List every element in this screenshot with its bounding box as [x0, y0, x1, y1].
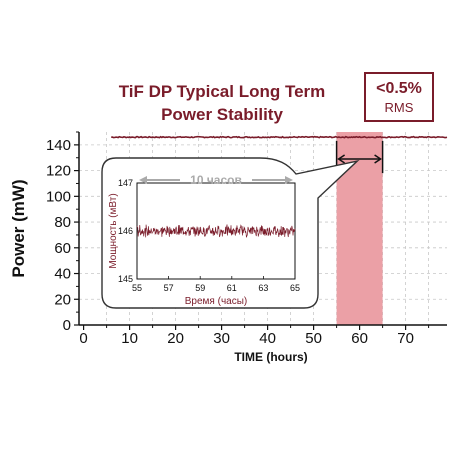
rms-badge-unit: RMS	[385, 100, 414, 115]
chart-title-line-2: Power Stability	[161, 105, 283, 124]
y-tick-label: 40	[54, 266, 71, 283]
x-tick-label: 40	[259, 330, 276, 347]
inset-x-tick-label: 55	[132, 283, 142, 293]
chart-title-line-1: TiF DP Typical Long Term	[119, 82, 326, 101]
inset-series-line	[136, 224, 296, 238]
inset-span-arrowhead-right	[285, 176, 293, 184]
x-tick-label: 70	[397, 330, 414, 347]
inset-span-label: 10 часов	[190, 173, 242, 187]
x-tick-label: 50	[305, 330, 322, 347]
inset-span-arrow	[139, 176, 293, 184]
x-axis-label: TIME (hours)	[234, 350, 307, 364]
inset-span-arrowhead-left	[139, 176, 147, 184]
main-power-series	[111, 135, 448, 139]
bracket-arrow-left	[337, 154, 346, 164]
y-tick-label: 140	[46, 137, 71, 154]
inset-x-tick-label: 57	[164, 283, 174, 293]
inset-x-tick-label: 59	[195, 283, 205, 293]
inset-tick-labels: 55 57 59 61 63 65 145 146 147	[118, 178, 300, 293]
inset-x-tick-label: 63	[258, 283, 268, 293]
main-tick-labels: 0 10 20 30 40 50 60 70 0 20 40 60 80 100 120 140	[46, 137, 414, 347]
rms-badge-value: <0.5%	[376, 80, 422, 97]
inset-x-tick-label: 65	[290, 283, 300, 293]
y-tick-label: 80	[54, 214, 71, 231]
inset-y-tick-label: 146	[118, 226, 133, 236]
x-tick-label: 0	[79, 330, 87, 347]
main-series-line	[111, 135, 448, 139]
y-tick-label: 60	[54, 240, 71, 257]
inset-x-axis-label: Время (часы)	[185, 296, 247, 307]
inset-y-tick-label: 147	[118, 178, 133, 188]
rms-badge	[364, 72, 434, 122]
x-tick-label: 20	[167, 330, 184, 347]
y-tick-label: 20	[54, 291, 71, 308]
y-tick-label: 120	[46, 163, 71, 180]
y-tick-label: 0	[63, 317, 71, 334]
x-tick-label: 30	[213, 330, 230, 347]
x-tick-label: 10	[121, 330, 138, 347]
inset-y-tick-label: 145	[118, 274, 133, 284]
bracket-arrow-right	[374, 154, 382, 164]
y-axis-label: Power (mW)	[9, 179, 28, 277]
main-axes	[74, 131, 447, 330]
inset-y-axis-label: Мощность (мВт)	[108, 193, 119, 268]
y-tick-label: 100	[46, 188, 71, 205]
x-tick-label: 60	[351, 330, 368, 347]
inset-x-tick-label: 61	[227, 283, 237, 293]
inset-power-series	[136, 224, 296, 238]
highlight-region	[336, 132, 383, 325]
